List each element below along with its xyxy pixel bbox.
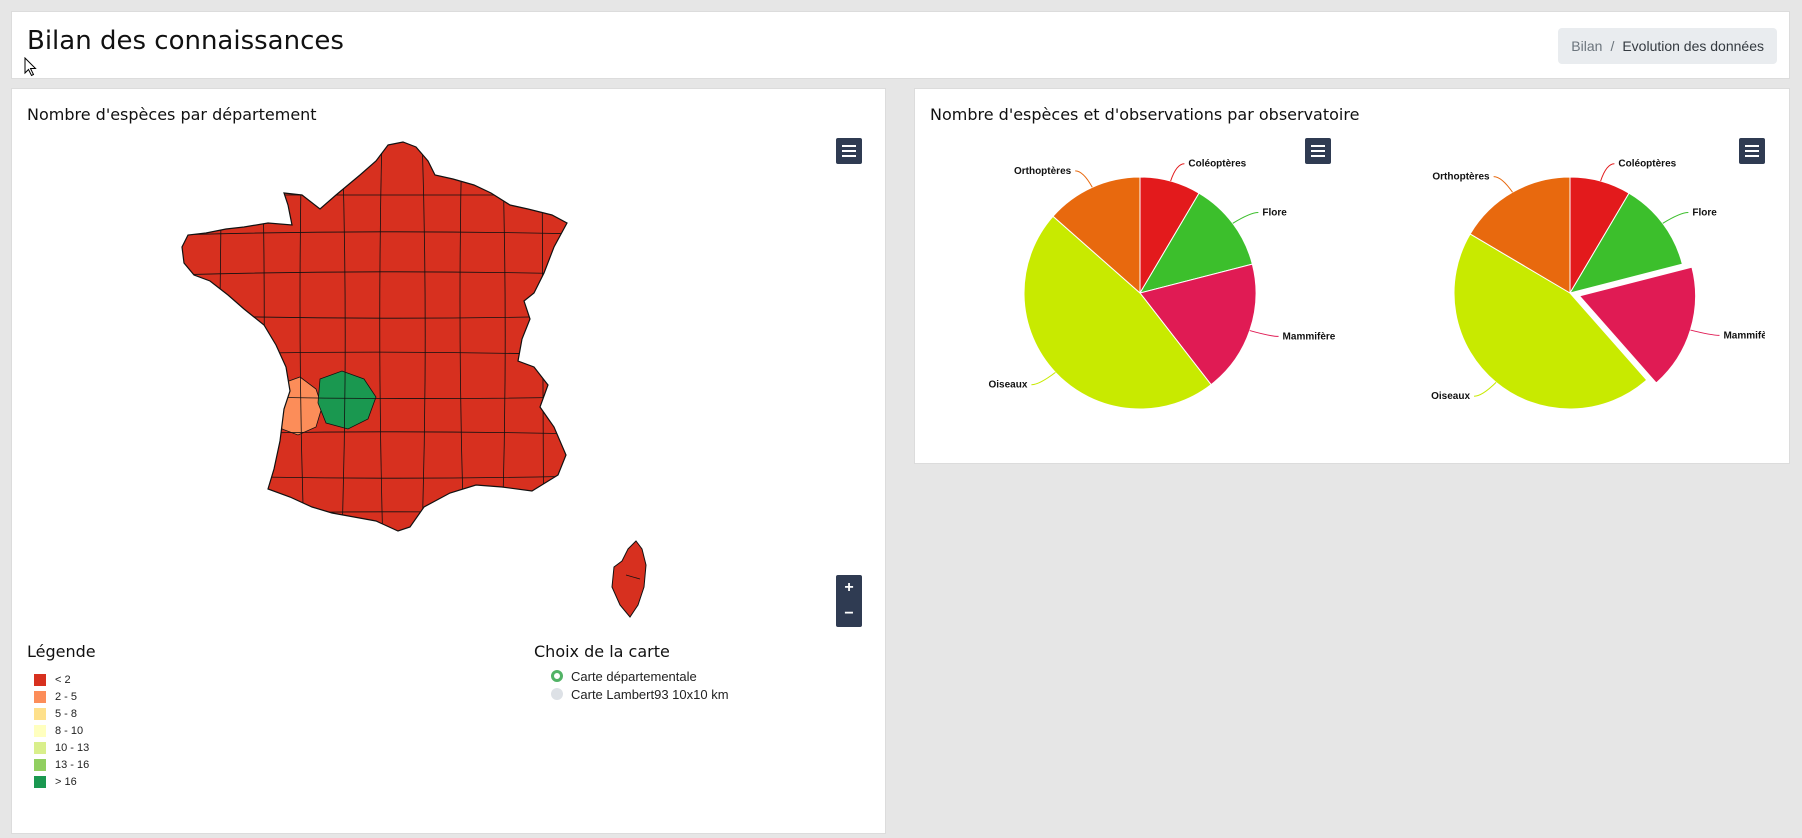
legend-item: 13 - 16 bbox=[34, 756, 89, 773]
breadcrumb-separator: / bbox=[1610, 38, 1615, 54]
legend-swatch bbox=[34, 724, 46, 737]
map-panel-title: Nombre d'espèces par département bbox=[27, 105, 317, 124]
pie-slice-label: Mammifères bbox=[1723, 330, 1765, 341]
menu-line-icon bbox=[1745, 150, 1759, 152]
legend-swatch bbox=[34, 741, 46, 754]
pie-slice[interactable] bbox=[1052, 176, 1141, 295]
pie-connector bbox=[1473, 382, 1497, 397]
breadcrumb: Bilan / Evolution des données bbox=[1558, 28, 1777, 64]
menu-line-icon bbox=[842, 145, 856, 147]
legend-title: Légende bbox=[27, 642, 96, 661]
zoom-out-button[interactable]: − bbox=[844, 605, 854, 622]
legend-swatch bbox=[34, 690, 46, 703]
legend-item: 10 - 13 bbox=[34, 739, 89, 756]
mainland-departments bbox=[182, 142, 567, 531]
pie-slice-label: Orthoptères bbox=[1432, 172, 1490, 183]
pie1-menu-button[interactable] bbox=[1305, 138, 1331, 164]
menu-line-icon bbox=[1311, 155, 1325, 157]
corsica-department[interactable] bbox=[611, 540, 647, 618]
map-menu-button[interactable] bbox=[836, 138, 862, 164]
breadcrumb-link-bilan[interactable]: Bilan bbox=[1571, 38, 1603, 54]
legend-label: 2 - 5 bbox=[55, 690, 78, 703]
pie-chart-observations[interactable]: Coléoptères Flore Mammifères Oiseaux Orthopt… bbox=[1375, 129, 1765, 449]
pie-connector bbox=[1031, 372, 1056, 386]
legend-item: < 2 bbox=[34, 671, 89, 688]
pie-connector bbox=[1600, 163, 1615, 182]
pie-slice[interactable] bbox=[1578, 266, 1697, 384]
menu-line-icon bbox=[842, 155, 856, 157]
legend-swatch bbox=[34, 673, 46, 686]
pie-chart-species[interactable]: Coléoptères Flore Mammifères Oiseaux Orthopt… bbox=[945, 129, 1335, 449]
pie-connector bbox=[1662, 212, 1689, 224]
legend-swatch bbox=[34, 707, 46, 720]
pie-connector bbox=[1493, 176, 1513, 193]
menu-line-icon bbox=[1311, 150, 1325, 152]
legend-item: 8 - 10 bbox=[34, 722, 89, 739]
map-choice-label: Carte Lambert93 10x10 km bbox=[571, 686, 729, 702]
legend-swatch bbox=[34, 775, 46, 788]
radio-checked-icon[interactable] bbox=[551, 670, 563, 682]
menu-line-icon bbox=[1745, 155, 1759, 157]
zoom-in-button[interactable]: + bbox=[844, 579, 854, 596]
legend-label: 8 - 10 bbox=[55, 724, 84, 737]
map-choice-title: Choix de la carte bbox=[534, 642, 670, 661]
pie-slice-label: Coléoptères bbox=[1188, 159, 1246, 170]
pie2-menu-button[interactable] bbox=[1739, 138, 1765, 164]
menu-line-icon bbox=[1745, 145, 1759, 147]
france-department-map[interactable] bbox=[172, 135, 732, 635]
mouse-cursor-icon bbox=[24, 57, 37, 77]
legend-item: 5 - 8 bbox=[34, 705, 89, 722]
pie-slice[interactable] bbox=[1453, 233, 1648, 410]
pie-slice[interactable] bbox=[1023, 215, 1212, 410]
legend-label: 10 - 13 bbox=[55, 741, 90, 754]
map-choice-label: Carte départementale bbox=[571, 668, 697, 684]
pie-slice-label: Coléoptères bbox=[1618, 159, 1676, 170]
legend-swatch bbox=[34, 758, 46, 771]
breadcrumb-current: Evolution des données bbox=[1622, 38, 1764, 54]
pie-slice-label: Mammifères bbox=[1283, 331, 1335, 342]
mainland-outline bbox=[181, 141, 568, 532]
pie-slice[interactable] bbox=[1568, 192, 1683, 294]
pie-slice-label: Orthoptères bbox=[1014, 166, 1072, 177]
map-panel: Nombre d'espèces par département + − Lé bbox=[11, 88, 886, 834]
pie-connector bbox=[1170, 163, 1185, 182]
pie-connector bbox=[1232, 212, 1259, 224]
legend-item: 2 - 5 bbox=[34, 688, 89, 705]
map-choice-option[interactable]: Carte départementale bbox=[551, 667, 729, 685]
pie-panel: Nombre d'espèces et d'observations par o… bbox=[914, 88, 1790, 464]
menu-line-icon bbox=[1311, 145, 1325, 147]
pie-slice[interactable] bbox=[1138, 192, 1253, 294]
map-choice-option[interactable]: Carte Lambert93 10x10 km bbox=[551, 685, 729, 703]
radio-unchecked-icon[interactable] bbox=[551, 688, 563, 700]
legend-list: < 2 2 - 5 5 - 8 8 - 10 10 - 13 13 - 16 > 16 bbox=[34, 671, 89, 790]
legend-label: 13 - 16 bbox=[55, 758, 90, 771]
legend-label: 5 - 8 bbox=[55, 707, 78, 720]
legend-label: > 16 bbox=[55, 775, 77, 788]
pie-slice-label: Flore bbox=[1692, 208, 1717, 219]
menu-line-icon bbox=[842, 150, 856, 152]
map-choice-list: Carte départementale Carte Lambert93 10x1… bbox=[551, 667, 729, 703]
page-header: Bilan des connaissances Bilan / Evolutio… bbox=[11, 11, 1790, 79]
map-zoom-control: + − bbox=[836, 575, 862, 627]
pie-panel-title: Nombre d'espèces et d'observations par o… bbox=[930, 105, 1360, 124]
pie-slice-label: Oiseaux bbox=[1431, 391, 1470, 402]
pie-slice-label: Oiseaux bbox=[988, 380, 1027, 391]
pie-connector bbox=[1075, 170, 1093, 188]
legend-item: > 16 bbox=[34, 773, 89, 790]
page-title: Bilan des connaissances bbox=[27, 26, 344, 56]
legend-label: < 2 bbox=[55, 673, 71, 686]
pie-slice-label: Flore bbox=[1262, 208, 1287, 219]
pie-connector bbox=[1249, 330, 1279, 337]
pie-connector bbox=[1690, 329, 1720, 336]
